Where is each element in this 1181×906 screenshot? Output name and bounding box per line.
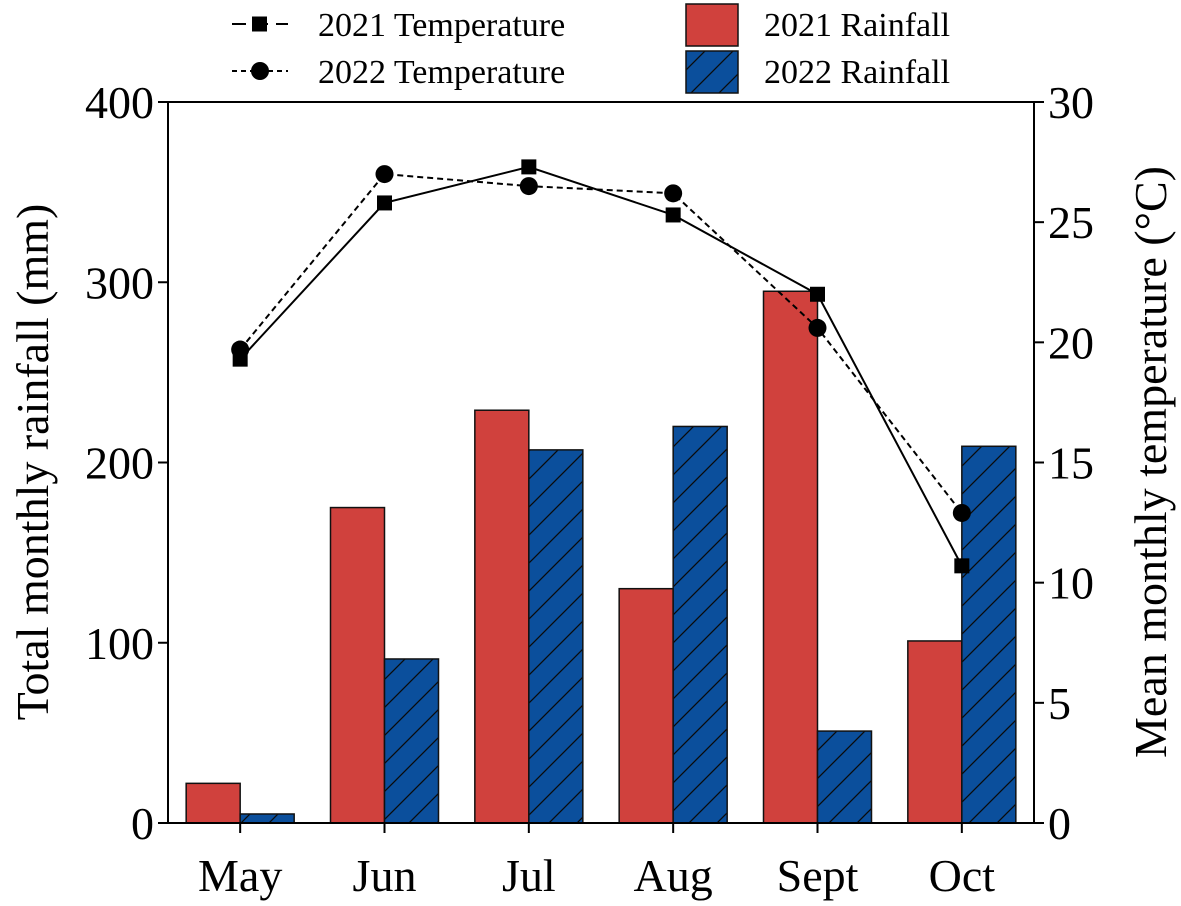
bar-2022-rainfall-sept bbox=[816, 730, 873, 824]
x-tick-label-jun: Jun bbox=[353, 850, 417, 901]
point-2021-temperature-jul bbox=[521, 159, 537, 175]
point-2021-temperature-sept bbox=[810, 286, 825, 302]
bar-2021-rainfall-sept bbox=[762, 290, 819, 824]
right-tick-label-0: 0 bbox=[1048, 798, 1071, 849]
left-tick-label-300: 300 bbox=[85, 257, 154, 308]
bar-2021-rainfall-oct bbox=[907, 640, 963, 824]
legend-label-2021-temperature: 2021 Temperature bbox=[318, 7, 565, 44]
legend: 2021 Temperature 2022 Temperature 2021 Rai… bbox=[232, 3, 950, 94]
point-2022-temperature-sept bbox=[808, 318, 827, 337]
bar-layer bbox=[185, 290, 1017, 824]
x-tick-label-aug: Aug bbox=[634, 850, 713, 901]
point-2022-temperature-oct bbox=[952, 503, 971, 522]
legend-item-2021-rainfall: 2021 Rainfall bbox=[685, 3, 950, 47]
right-tick-label-25: 25 bbox=[1048, 197, 1094, 248]
bar-2021-rainfall-jun bbox=[329, 506, 386, 824]
bar-2022-rainfall-jul bbox=[528, 449, 584, 824]
right-tick-label-20: 20 bbox=[1048, 317, 1094, 368]
right-tick-label-30: 30 bbox=[1048, 77, 1094, 128]
point-2022-temperature-jul bbox=[519, 177, 538, 196]
bar-2021-rainfall-aug bbox=[618, 587, 674, 824]
legend-item-2021-temperature: 2021 Temperature bbox=[232, 7, 565, 44]
bar-2022-rainfall-jun bbox=[383, 658, 440, 824]
legend-item-2022-rainfall: 2022 Rainfall bbox=[685, 50, 950, 94]
point-2022-temperature-jun bbox=[375, 165, 394, 184]
left-tick-label-400: 400 bbox=[85, 77, 154, 128]
line-2021-temperature bbox=[239, 165, 963, 567]
left-tick-label-200: 200 bbox=[85, 438, 154, 489]
left-tick-label-0: 0 bbox=[131, 798, 154, 849]
legend-label-2022-temperature: 2022 Temperature bbox=[318, 54, 565, 91]
bar-2021-rainfall-jul bbox=[474, 409, 530, 824]
legend-marker-2022-temperature bbox=[251, 62, 269, 80]
right-tick-label-15: 15 bbox=[1048, 438, 1094, 489]
right-axis-title: Mean monthly temperature (°C) bbox=[1125, 166, 1176, 758]
line-layer bbox=[231, 159, 971, 574]
left-axis-title: Total monthly rainfall (mm) bbox=[7, 204, 58, 721]
x-tick-label-may: May bbox=[198, 850, 282, 901]
axes-layer: 0 100 200 300 400 0 5 10 15 20 25 30 May Jun Jul Aug Sep… bbox=[85, 77, 1094, 901]
line-2022-temperature bbox=[239, 173, 963, 514]
legend-swatch-2021-rainfall bbox=[685, 3, 739, 47]
point-2021-temperature-aug bbox=[665, 207, 681, 223]
bar-2021-rainfall-may bbox=[185, 782, 241, 824]
x-tick-label-jul: Jul bbox=[502, 850, 556, 901]
legend-item-2022-temperature: 2022 Temperature bbox=[232, 54, 565, 91]
right-tick-label-5: 5 bbox=[1048, 678, 1071, 729]
right-tick-label-10: 10 bbox=[1048, 558, 1094, 609]
legend-label-2021-rainfall: 2021 Rainfall bbox=[764, 7, 950, 44]
bar-2022-rainfall-oct bbox=[961, 445, 1017, 824]
point-2021-temperature-oct bbox=[954, 558, 970, 574]
legend-swatch-2022-rainfall bbox=[685, 50, 739, 94]
x-tick-label-sept: Sept bbox=[777, 850, 859, 901]
point-2021-temperature-jun bbox=[377, 195, 392, 211]
legend-label-2022-rainfall: 2022 Rainfall bbox=[764, 54, 950, 91]
point-2022-temperature-may bbox=[231, 340, 250, 359]
left-tick-label-100: 100 bbox=[85, 618, 154, 669]
point-2022-temperature-aug bbox=[664, 184, 683, 203]
legend-marker-2021-temperature bbox=[252, 16, 267, 32]
x-tick-label-oct: Oct bbox=[929, 850, 996, 901]
bar-2022-rainfall-aug bbox=[672, 425, 728, 824]
bar-2022-rainfall-may bbox=[239, 813, 295, 824]
